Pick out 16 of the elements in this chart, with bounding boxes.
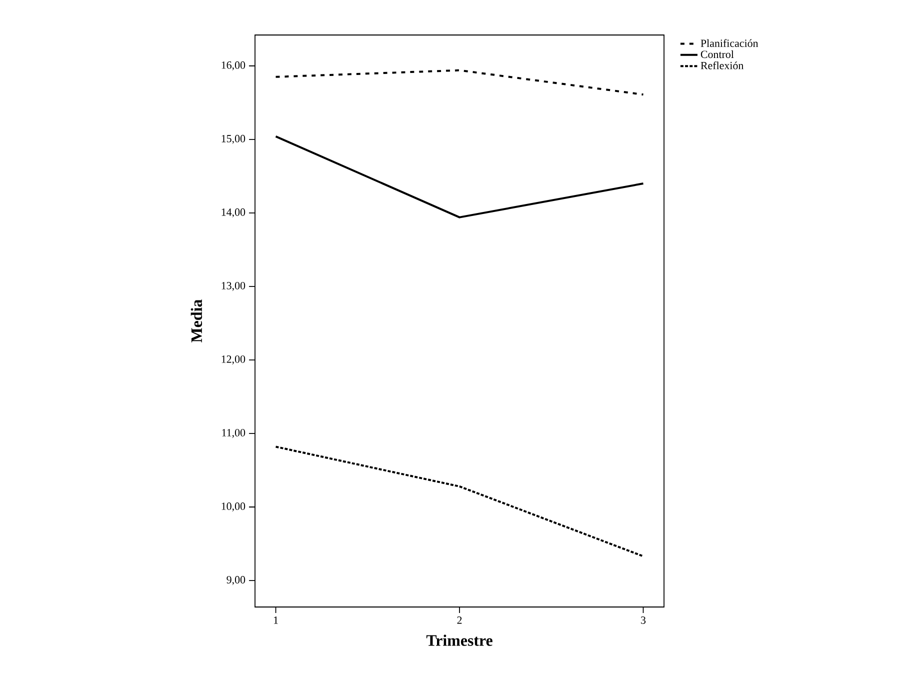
y-tick-label: 16,00 bbox=[222, 61, 246, 70]
x-tick-label: 1 bbox=[274, 616, 278, 624]
y-axis-title: Media bbox=[190, 300, 202, 342]
y-tick-label: 13,00 bbox=[222, 282, 246, 291]
legend-label: Reflexión bbox=[700, 61, 744, 70]
x-tick-label: 2 bbox=[457, 616, 462, 624]
y-tick-label: 15,00 bbox=[222, 134, 246, 144]
legend-label: Control bbox=[700, 50, 734, 58]
y-tick-label: 12,00 bbox=[222, 355, 246, 364]
y-tick-label: 9,00 bbox=[226, 576, 246, 586]
x-tick-label: 3 bbox=[641, 616, 646, 624]
legend-label: Planificación bbox=[700, 39, 758, 47]
y-tick-label: 14,00 bbox=[222, 208, 246, 218]
x-axis-title: Trimestre bbox=[426, 634, 492, 646]
y-tick-label: 11,00 bbox=[222, 429, 246, 438]
y-tick-label: 10,00 bbox=[222, 502, 246, 512]
